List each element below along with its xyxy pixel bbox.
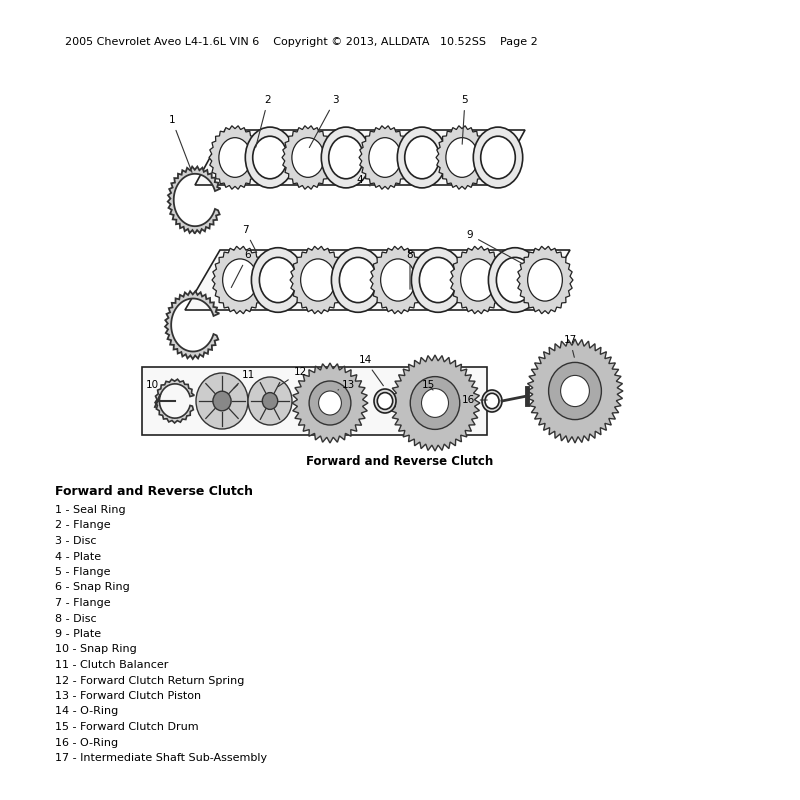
Text: 5 - Flange: 5 - Flange bbox=[55, 567, 110, 577]
Polygon shape bbox=[359, 126, 411, 190]
Text: 1 - Seal Ring: 1 - Seal Ring bbox=[55, 505, 126, 515]
Text: 15 - Forward Clutch Drum: 15 - Forward Clutch Drum bbox=[55, 722, 198, 732]
Ellipse shape bbox=[446, 138, 478, 178]
Ellipse shape bbox=[474, 127, 522, 188]
Ellipse shape bbox=[331, 248, 385, 312]
Polygon shape bbox=[168, 166, 221, 234]
Text: 2: 2 bbox=[256, 95, 271, 147]
Text: 10: 10 bbox=[146, 380, 160, 396]
Polygon shape bbox=[165, 291, 219, 359]
Text: 13: 13 bbox=[338, 380, 354, 390]
Text: 7: 7 bbox=[242, 225, 257, 253]
Text: 17 - Intermediate Shaft Sub-Assembly: 17 - Intermediate Shaft Sub-Assembly bbox=[55, 753, 267, 763]
Text: 13 - Forward Clutch Piston: 13 - Forward Clutch Piston bbox=[55, 691, 201, 701]
Polygon shape bbox=[142, 367, 487, 435]
Text: 16: 16 bbox=[462, 395, 487, 405]
Text: 2 - Flange: 2 - Flange bbox=[55, 521, 110, 530]
Ellipse shape bbox=[378, 393, 393, 410]
Text: 11 - Clutch Balancer: 11 - Clutch Balancer bbox=[55, 660, 168, 670]
Ellipse shape bbox=[496, 258, 534, 302]
Ellipse shape bbox=[374, 389, 396, 413]
Ellipse shape bbox=[318, 391, 342, 415]
Polygon shape bbox=[517, 246, 573, 314]
Ellipse shape bbox=[248, 377, 292, 425]
Ellipse shape bbox=[549, 362, 602, 419]
Ellipse shape bbox=[381, 259, 415, 301]
Ellipse shape bbox=[222, 259, 258, 301]
Text: 6: 6 bbox=[231, 250, 251, 287]
Text: 12: 12 bbox=[278, 367, 306, 386]
Ellipse shape bbox=[528, 259, 562, 301]
Ellipse shape bbox=[419, 258, 457, 302]
Polygon shape bbox=[527, 339, 623, 443]
Text: 3: 3 bbox=[310, 95, 338, 147]
Ellipse shape bbox=[322, 127, 370, 188]
Ellipse shape bbox=[219, 138, 251, 178]
Text: 16 - O-Ring: 16 - O-Ring bbox=[55, 738, 118, 747]
Text: 2005 Chevrolet Aveo L4-1.6L VIN 6    Copyright © 2013, ALLDATA   10.52SS    Page: 2005 Chevrolet Aveo L4-1.6L VIN 6 Copyri… bbox=[65, 37, 538, 47]
Ellipse shape bbox=[259, 258, 297, 302]
Text: 6 - Snap Ring: 6 - Snap Ring bbox=[55, 582, 130, 593]
Ellipse shape bbox=[292, 138, 324, 178]
Ellipse shape bbox=[213, 391, 231, 411]
Polygon shape bbox=[436, 126, 488, 190]
Text: 14 - O-Ring: 14 - O-Ring bbox=[55, 706, 118, 717]
Text: 1: 1 bbox=[169, 115, 192, 173]
Ellipse shape bbox=[485, 394, 499, 409]
Text: 10 - Snap Ring: 10 - Snap Ring bbox=[55, 645, 137, 654]
Ellipse shape bbox=[481, 136, 515, 178]
Ellipse shape bbox=[262, 393, 278, 410]
Text: 14: 14 bbox=[358, 355, 383, 386]
Text: 11: 11 bbox=[234, 370, 254, 388]
Ellipse shape bbox=[329, 136, 363, 178]
Ellipse shape bbox=[251, 248, 305, 312]
Text: 4 - Plate: 4 - Plate bbox=[55, 551, 101, 562]
Text: 12 - Forward Clutch Return Spring: 12 - Forward Clutch Return Spring bbox=[55, 675, 244, 686]
Polygon shape bbox=[292, 363, 368, 443]
Ellipse shape bbox=[488, 248, 542, 312]
Ellipse shape bbox=[461, 259, 495, 301]
Ellipse shape bbox=[369, 138, 401, 178]
Ellipse shape bbox=[309, 381, 351, 425]
Ellipse shape bbox=[246, 127, 294, 188]
Text: 5: 5 bbox=[462, 95, 468, 144]
Text: 4: 4 bbox=[357, 175, 370, 186]
Ellipse shape bbox=[405, 136, 439, 178]
Text: 8: 8 bbox=[406, 250, 414, 290]
Text: 9: 9 bbox=[466, 230, 522, 264]
Ellipse shape bbox=[196, 373, 248, 429]
Polygon shape bbox=[212, 246, 268, 314]
Ellipse shape bbox=[482, 390, 502, 412]
Text: 7 - Flange: 7 - Flange bbox=[55, 598, 110, 608]
Text: 8 - Disc: 8 - Disc bbox=[55, 614, 97, 623]
Ellipse shape bbox=[301, 259, 335, 301]
Ellipse shape bbox=[339, 258, 377, 302]
Polygon shape bbox=[185, 250, 570, 310]
Polygon shape bbox=[209, 126, 261, 190]
Text: 17: 17 bbox=[563, 335, 577, 358]
Polygon shape bbox=[450, 246, 506, 314]
Ellipse shape bbox=[410, 377, 460, 430]
Ellipse shape bbox=[398, 127, 446, 188]
Ellipse shape bbox=[411, 248, 465, 312]
Text: 15: 15 bbox=[422, 380, 434, 390]
Text: 9 - Plate: 9 - Plate bbox=[55, 629, 101, 639]
Polygon shape bbox=[195, 130, 525, 185]
Polygon shape bbox=[390, 355, 480, 451]
Polygon shape bbox=[155, 379, 194, 423]
Polygon shape bbox=[290, 246, 346, 314]
Text: 3 - Disc: 3 - Disc bbox=[55, 536, 97, 546]
Ellipse shape bbox=[422, 389, 449, 418]
Polygon shape bbox=[282, 126, 334, 190]
Ellipse shape bbox=[561, 375, 590, 406]
Ellipse shape bbox=[253, 136, 287, 178]
Polygon shape bbox=[370, 246, 426, 314]
Text: Forward and Reverse Clutch: Forward and Reverse Clutch bbox=[55, 485, 253, 498]
Text: Forward and Reverse Clutch: Forward and Reverse Clutch bbox=[306, 455, 494, 468]
